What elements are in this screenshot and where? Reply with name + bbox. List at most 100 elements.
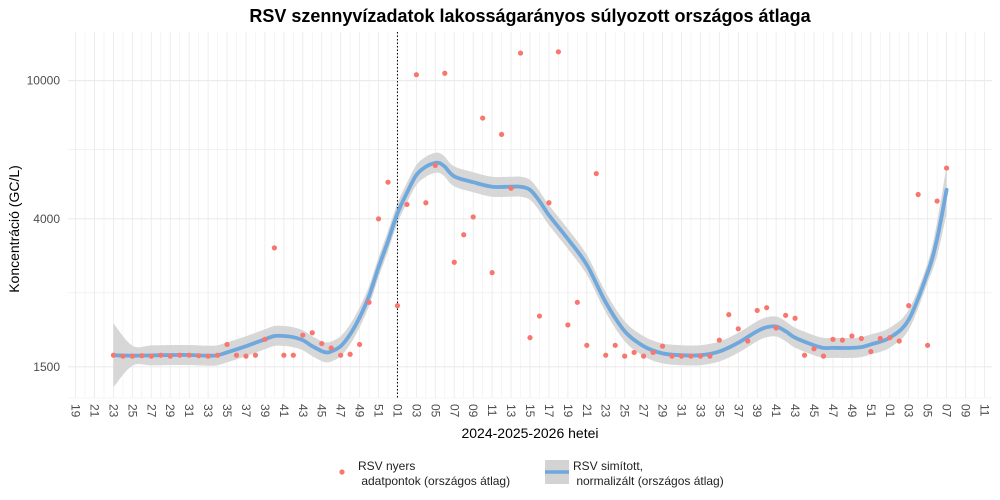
data-point [943,165,950,171]
data-point [262,336,268,342]
data-point [584,342,590,348]
x-tick-label: 01 [390,404,404,418]
data-point [110,352,117,358]
x-tick-label: 09 [466,404,480,418]
x-tick-label: 47 [826,404,840,418]
data-point [385,179,391,185]
data-point [659,343,666,349]
data-point [271,245,277,251]
legend-label-smooth-line1: RSV simított, [573,459,643,473]
data-point [754,307,760,314]
data-point [887,335,893,341]
x-tick-label: 31 [674,404,688,418]
data-point [177,352,183,358]
x-tick-label: 37 [731,404,745,418]
x-axis-title: 2024-2025-2026 hetei [461,425,598,441]
data-point [925,342,931,348]
data-point [356,341,363,348]
data-point [432,162,438,169]
x-tick-label: 13 [504,404,518,418]
x-tick-label: 23 [599,404,613,418]
data-point [555,49,562,55]
x-tick-label: 39 [258,404,272,418]
x-tick-label: 33 [201,404,215,418]
x-tick-label: 35 [712,404,726,418]
data-point [906,303,912,309]
data-point [233,352,240,358]
data-point [442,70,448,76]
data-point [129,353,135,359]
data-point [480,115,486,121]
x-tick-label: 41 [277,404,291,418]
data-point [375,216,382,222]
x-tick-label: 43 [296,404,310,418]
data-point [196,353,202,359]
x-tick-label: 23 [106,404,120,418]
data-point [801,352,808,358]
x-tick-label: 05 [921,404,935,418]
x-tick-label: 27 [637,404,651,418]
x-tick-label: 21 [580,404,594,418]
x-tick-label: 43 [788,404,802,418]
x-tick-label: 49 [845,404,859,418]
data-point [498,131,505,138]
legend: RSV nyers adatpontok (országos átlag) RS… [330,459,724,488]
x-tick-label: 11 [485,404,499,417]
x-tick-label: 29 [163,404,177,418]
data-point [593,170,599,177]
x-tick-label: 41 [769,404,783,418]
legend-label-smooth-line2: normalizált (országos átlag) [573,474,724,488]
x-tick-label: 15 [523,404,537,418]
x-tick-label: 07 [940,404,954,418]
data-point [631,349,637,356]
x-tick-label: 19 [69,404,83,418]
x-tick-label: 45 [807,404,821,418]
data-point [404,201,410,208]
data-point [868,348,874,355]
data-point [783,312,789,318]
data-point [281,352,287,358]
data-point [546,200,552,206]
x-tick-label: 03 [409,404,423,418]
data-point [745,338,751,344]
data-point [328,345,334,351]
data-point [811,346,817,352]
x-tick-label: 09 [958,404,972,418]
data-point [565,322,571,328]
legend-label-raw-line2: adatpontok (országos átlag) [358,474,510,488]
x-tick-label: 01 [883,404,897,418]
data-point [309,330,315,336]
data-point [669,353,675,359]
data-point [167,353,173,359]
x-tick-label: 29 [656,404,670,418]
confidence-band [113,152,947,388]
data-point [300,332,306,338]
smoothed-line [111,160,949,358]
data-point [820,353,827,359]
x-tick-label: 07 [447,404,461,418]
data-point [243,353,249,359]
x-tick-label: 25 [125,404,139,418]
data-point [688,353,694,359]
data-point [214,352,221,358]
data-point [366,299,372,305]
data-point [603,352,609,358]
data-point [792,315,798,321]
data-point [697,353,704,359]
data-point [726,312,732,318]
x-tick-label: 39 [750,404,764,418]
y-axis-title: Koncentráció (GC/L) [6,165,22,293]
data-point [877,335,883,342]
data-point [773,325,779,331]
y-tick-label: 4000 [33,212,60,226]
data-point [139,353,145,359]
data-point [413,72,419,78]
y-tick-label: 1500 [33,360,60,374]
data-point [224,341,230,348]
data-point [735,326,741,332]
data-point [641,353,647,359]
data-point [574,299,580,305]
legend-label-raw-line1: RSV nyers [358,459,415,473]
legend-item-smooth: RSV simított, normalizált (országos átla… [545,459,724,488]
